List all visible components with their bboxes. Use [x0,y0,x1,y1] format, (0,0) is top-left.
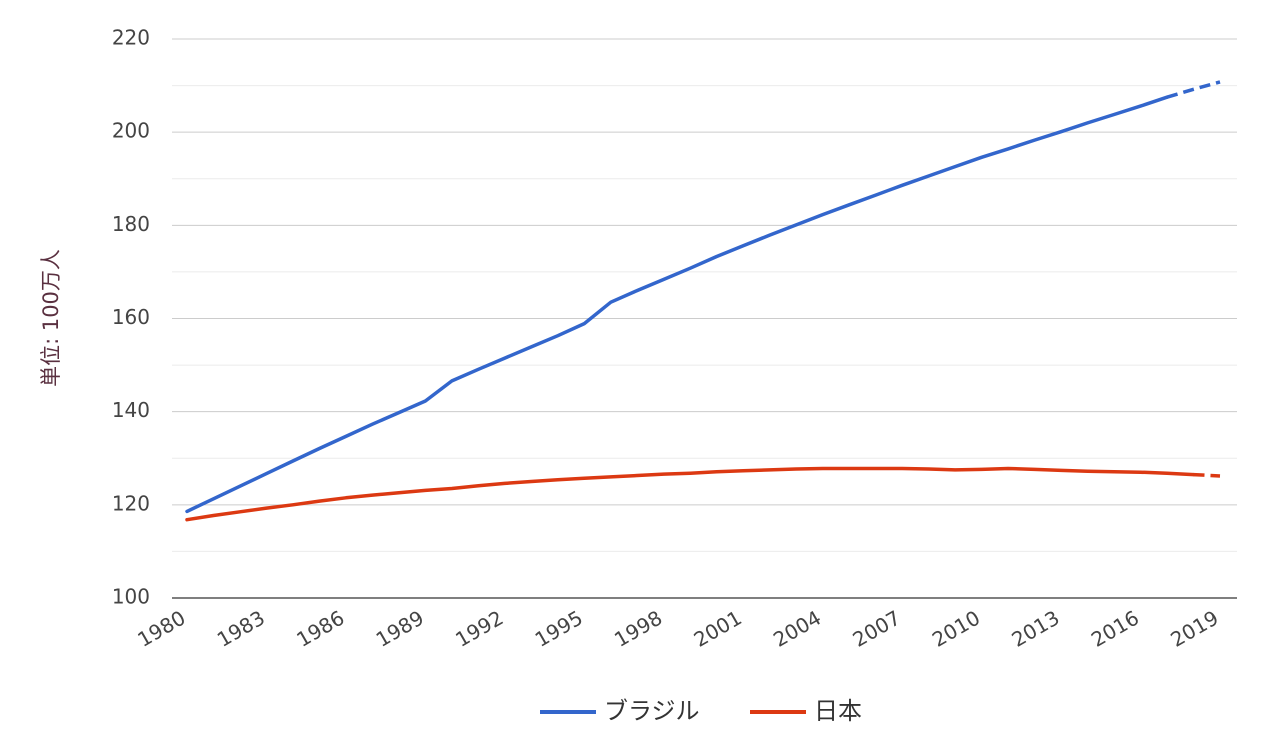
y-tick-label: 160 [112,305,150,329]
series-line-projected [1166,80,1221,99]
x-tick-label: 2001 [690,606,746,652]
y-tick-label: 100 [112,585,150,609]
x-tick-label: 2004 [769,606,825,652]
series-lines [185,80,1221,522]
y-tick-label: 180 [112,212,150,236]
y-tick-label: 200 [112,119,150,143]
series-line-projected [1193,472,1221,478]
x-tick-label: 2013 [1007,606,1063,652]
x-tick-label: 1986 [292,606,348,652]
x-tick-label: 1989 [372,606,428,652]
y-axis-ticks: 100 120 140 160 180 200 220 [112,26,150,609]
y-tick-label: 140 [112,398,150,422]
x-tick-label: 2007 [849,606,905,652]
grid [172,38,1237,599]
x-tick-label: 1998 [610,606,666,652]
x-tick-label: 2010 [928,606,984,652]
x-tick-label: 1983 [213,606,269,652]
legend-label: 日本 [814,697,862,725]
x-axis-ticks: 1980 1983 1986 1989 1992 1995 1998 2001 2004 2007… [133,606,1222,652]
y-tick-label: 120 [112,491,150,515]
x-tick-label: 1980 [133,606,189,652]
series-line [185,466,1196,522]
series-line [185,95,1169,514]
y-tick-label: 220 [112,26,150,50]
legend: ブラジル 日本 [540,697,862,725]
legend-label: ブラジル [604,697,700,725]
x-tick-label: 2016 [1087,606,1143,652]
x-tick-label: 1992 [451,606,507,652]
x-tick-label: 1995 [531,606,587,652]
x-tick-label: 2019 [1166,606,1222,652]
y-axis-label: 単位: 100万人 [39,249,63,387]
